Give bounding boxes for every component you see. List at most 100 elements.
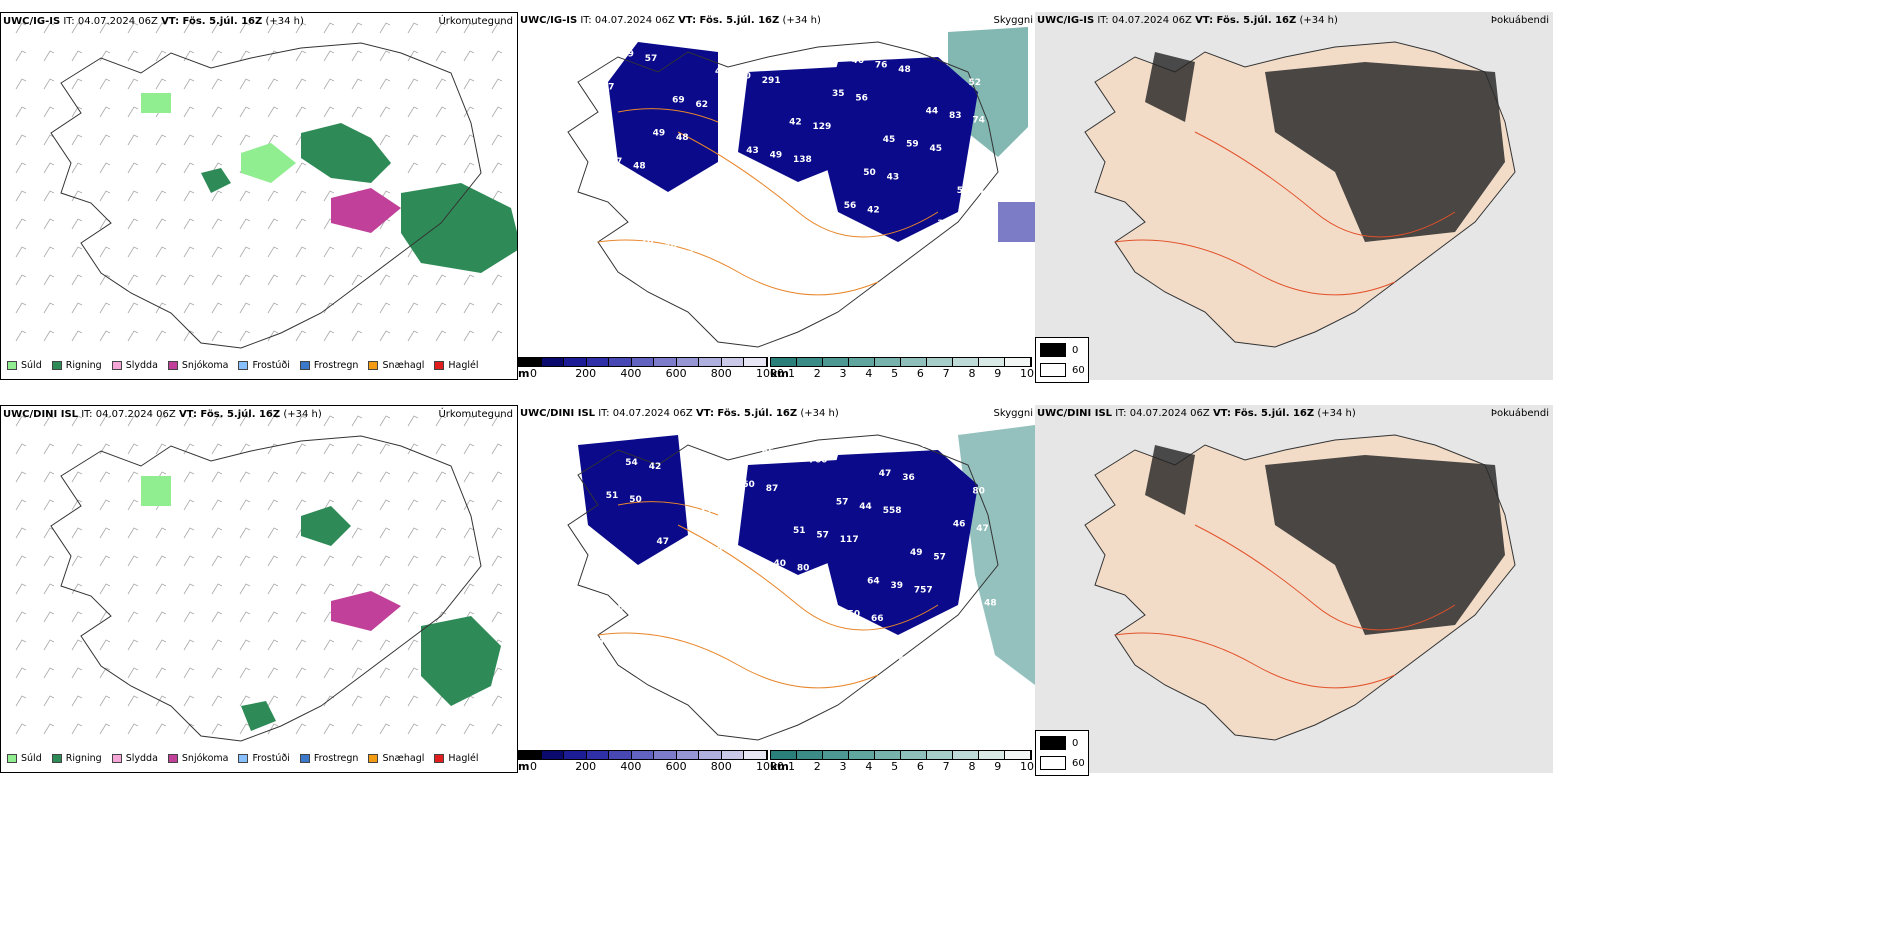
wind-barb <box>183 50 195 62</box>
height-colorbar: m 0 200 400 600 800 1000 <box>518 750 784 773</box>
cloud-base-label: 42 <box>781 263 794 273</box>
cloud-base-label: 45 <box>930 144 943 154</box>
colorbar-tick: 1 <box>788 760 795 773</box>
wind-barb <box>267 134 279 146</box>
wind-barb <box>71 667 83 679</box>
wind-barb <box>379 78 391 90</box>
wind-barb <box>295 555 307 567</box>
wind-barb <box>183 415 195 427</box>
wind-barb <box>15 246 27 258</box>
legend-label: Frostúði <box>252 753 290 764</box>
wind-barb <box>435 274 447 286</box>
cloud-base-label: 74 <box>972 115 985 125</box>
wind-barb <box>323 443 335 455</box>
colorbar-segment <box>901 751 927 759</box>
wind-barb <box>351 78 363 90</box>
cloud-base-label: 42 <box>867 206 880 216</box>
wind-barb <box>435 471 447 483</box>
colorbar-tick: 5 <box>891 367 899 380</box>
colorbar-tick: 4 <box>865 367 873 380</box>
wind-barb <box>15 218 27 230</box>
wind-barb <box>99 639 111 651</box>
wind-barb <box>127 302 139 314</box>
colorbar-segment <box>797 358 823 366</box>
wind-barb <box>211 218 223 230</box>
cloud-base-label: 760 <box>809 456 828 466</box>
wind-barb <box>379 471 391 483</box>
colorbar-segment <box>797 751 823 759</box>
legend-swatch <box>368 361 379 370</box>
wind-barb <box>407 583 419 595</box>
cloud-base-label: 46 <box>852 56 865 66</box>
wind-barb <box>15 302 27 314</box>
legend-swatch <box>238 754 249 763</box>
wind-barb <box>183 723 195 735</box>
wind-barb <box>379 583 391 595</box>
wind-barb <box>463 499 475 511</box>
colorbar-tick: 800 <box>710 760 732 773</box>
wind-barb <box>295 330 307 342</box>
wind-barb <box>155 667 167 679</box>
wind-barb <box>127 471 139 483</box>
wind-barb <box>71 162 83 174</box>
precip-legend: Súld Rigning Slydda Snjókoma Frostúði Frostre… <box>7 360 479 371</box>
wind-barb <box>211 134 223 146</box>
wind-barb <box>71 134 83 146</box>
wind-barb <box>43 611 55 623</box>
height-colorbar: m 0 200 400 600 800 1000 <box>518 357 784 380</box>
wind-barb <box>211 190 223 202</box>
cloud-base-label: 64 <box>867 577 880 587</box>
panel-title: Skyggni <box>993 408 1033 419</box>
cloud-base-label: 43 <box>723 513 736 523</box>
iceland-coastline <box>567 41 999 348</box>
wind-barb <box>351 499 363 511</box>
wind-barb <box>379 443 391 455</box>
wind-barb <box>99 78 111 90</box>
wind-barb <box>379 499 391 511</box>
wind-barb <box>351 471 363 483</box>
legend-item-0: Súld <box>7 753 42 764</box>
cloud-base-label: 44 <box>614 195 627 205</box>
wind-barb <box>267 50 279 62</box>
wind-barb <box>239 583 251 595</box>
wind-barb <box>211 583 223 595</box>
cloud-base-label: 80 <box>972 486 985 496</box>
panel-header: UWC/DINI ISL IT: 04.07.2024 06Z VT: Fös.… <box>1037 408 1356 419</box>
legend-item-7: Haglél <box>434 753 479 764</box>
cloud-base-label: 57 <box>836 497 849 507</box>
colorbar-segment <box>953 358 979 366</box>
wind-barb <box>407 471 419 483</box>
wind-barb <box>463 22 475 34</box>
wind-barb <box>127 667 139 679</box>
legend-label: Rigning <box>65 360 102 371</box>
wind-barb <box>127 274 139 286</box>
wind-barb <box>211 667 223 679</box>
wind-barb <box>491 78 503 90</box>
cloud-base-label: 51 <box>754 592 767 602</box>
wind-barb <box>71 106 83 118</box>
legend-label: Snjókoma <box>181 360 229 371</box>
wind-barb <box>295 50 307 62</box>
wind-barb <box>43 274 55 286</box>
wind-barb <box>239 555 251 567</box>
cloud-base-label: 49 <box>910 548 923 558</box>
legend-swatch <box>299 754 310 763</box>
wind-barb <box>239 695 251 707</box>
cloud-base-label: 36 <box>614 566 627 576</box>
colorbar-tick: 200 <box>575 760 597 773</box>
fog-panel-top: UWC/IG-IS IT: 04.07.2024 06Z VT: Fös. 5.… <box>1035 12 1553 380</box>
wind-barb <box>183 695 195 707</box>
wind-barb <box>491 22 503 34</box>
cloud-base-label: 61 <box>680 541 693 551</box>
wind-barb <box>155 134 167 146</box>
wind-barb <box>435 723 447 735</box>
wind-barb <box>379 246 391 258</box>
wind-barb <box>155 330 167 342</box>
cloud-base-label: 129 <box>813 122 832 132</box>
wind-barb <box>155 723 167 735</box>
cloud-base-label: 53 <box>688 245 701 255</box>
wind-barb <box>127 415 139 427</box>
wind-barb <box>127 50 139 62</box>
wind-barb <box>295 667 307 679</box>
cloud-base-label: 57 <box>731 588 744 598</box>
